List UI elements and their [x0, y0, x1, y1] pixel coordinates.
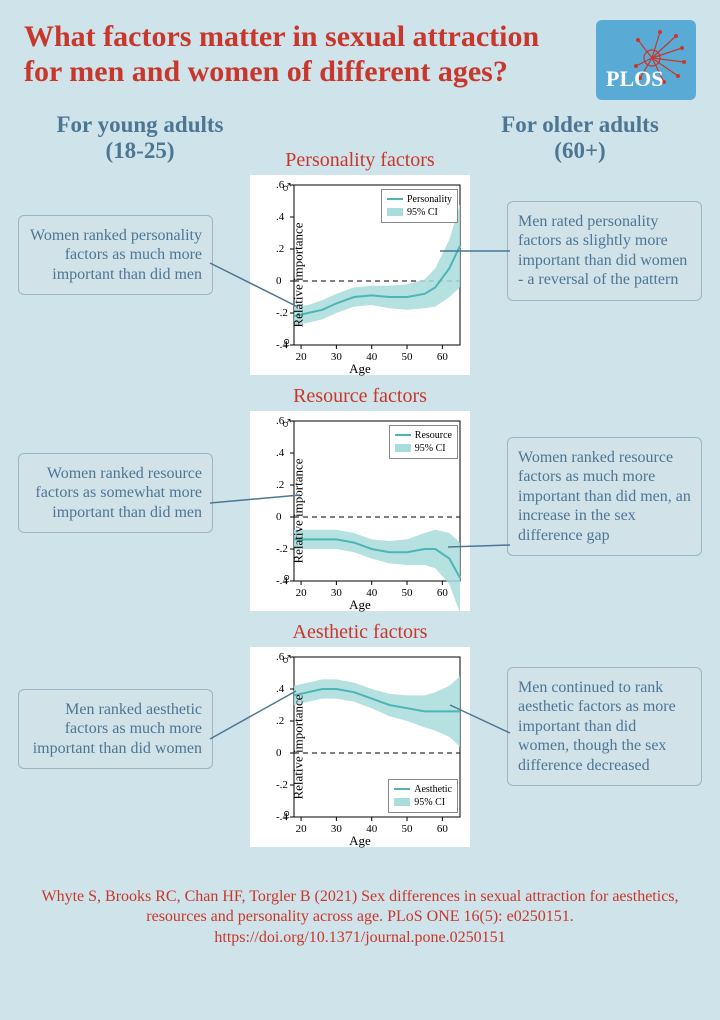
- callout-left: Women ranked personality factors as much…: [18, 215, 213, 296]
- ytick: 0: [276, 275, 282, 287]
- ytick: 0: [276, 747, 282, 759]
- chart: 2030405060-.4-.20.2.4.6Relative importan…: [250, 647, 470, 847]
- ytick: -.2: [276, 779, 288, 791]
- ytick: .4: [276, 211, 284, 223]
- section-title: Resource factors: [293, 385, 427, 408]
- xtick: 20: [296, 351, 307, 363]
- x-axis-label: Age: [349, 361, 371, 377]
- ytick: .4: [276, 683, 284, 695]
- xtick: 20: [296, 587, 307, 599]
- male-icon: ♂: [280, 177, 294, 198]
- callout-left: Women ranked resource factors as somewha…: [18, 453, 213, 534]
- xtick: 60: [437, 823, 448, 835]
- section-1: Resource factorsWomen ranked resource fa…: [0, 407, 720, 637]
- y-axis-label: Relative importance: [291, 694, 307, 799]
- female-icon: ♀: [280, 569, 294, 590]
- callout-right: Men continued to rank aesthetic factors …: [507, 667, 702, 787]
- x-axis-label: Age: [349, 833, 371, 849]
- logo-text: PLOS: [606, 66, 663, 92]
- ytick: -.2: [276, 543, 288, 555]
- female-icon: ♀: [280, 333, 294, 354]
- section-2: Aesthetic factorsMen ranked aesthetic fa…: [0, 643, 720, 873]
- x-axis-label: Age: [349, 597, 371, 613]
- ytick: .2: [276, 715, 284, 727]
- female-icon: ♀: [280, 805, 294, 826]
- male-icon: ♂: [280, 649, 294, 670]
- plos-logo: PLOS: [596, 20, 696, 100]
- xtick: 60: [437, 351, 448, 363]
- callout-right: Women ranked resource factors as much mo…: [507, 437, 702, 557]
- section-0: Personality factorsWomen ranked personal…: [0, 171, 720, 401]
- ytick: .2: [276, 479, 284, 491]
- col-head-left: For young adults (18-25): [40, 112, 240, 165]
- legend: Aesthetic 95% CI: [388, 779, 458, 813]
- xtick: 50: [402, 823, 413, 835]
- xtick: 50: [402, 587, 413, 599]
- legend: Personality 95% CI: [381, 189, 458, 223]
- ytick: -.2: [276, 307, 288, 319]
- y-axis-label: Relative importance: [291, 458, 307, 563]
- chart: 2030405060-.4-.20.2.4.6Relative importan…: [250, 411, 470, 611]
- xtick: 30: [331, 587, 342, 599]
- xtick: 60: [437, 587, 448, 599]
- citation: Whyte S, Brooks RC, Chan HF, Torgler B (…: [0, 873, 720, 966]
- chart: 2030405060-.4-.20.2.4.6Relative importan…: [250, 175, 470, 375]
- section-title: Aesthetic factors: [293, 621, 428, 644]
- ytick: .4: [276, 447, 284, 459]
- legend: Resource 95% CI: [389, 425, 458, 459]
- header: What factors matter in sexual attraction…: [0, 0, 720, 108]
- callout-left: Men ranked aesthetic factors as much mor…: [18, 689, 213, 770]
- y-axis-label: Relative importance: [291, 222, 307, 327]
- xtick: 30: [331, 351, 342, 363]
- xtick: 30: [331, 823, 342, 835]
- male-icon: ♂: [280, 413, 294, 434]
- col-head-right: For older adults (60+): [480, 112, 680, 165]
- main-title: What factors matter in sexual attraction…: [24, 20, 584, 89]
- ytick: .2: [276, 243, 284, 255]
- xtick: 20: [296, 823, 307, 835]
- xtick: 50: [402, 351, 413, 363]
- callout-right: Men rated personality factors as slightl…: [507, 201, 702, 301]
- sections-container: Personality factorsWomen ranked personal…: [0, 171, 720, 873]
- section-title: Personality factors: [285, 149, 434, 172]
- ytick: 0: [276, 511, 282, 523]
